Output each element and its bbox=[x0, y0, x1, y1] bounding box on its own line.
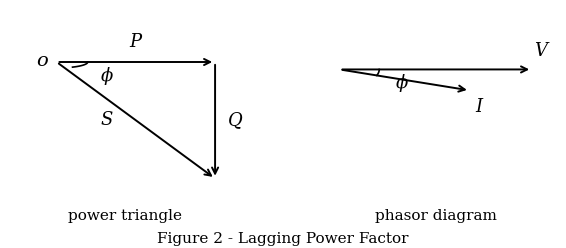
Text: Figure 2 - Lagging Power Factor: Figure 2 - Lagging Power Factor bbox=[157, 232, 409, 246]
Text: P: P bbox=[130, 33, 142, 51]
Text: o: o bbox=[36, 52, 48, 70]
Text: I: I bbox=[475, 98, 482, 116]
Text: power triangle: power triangle bbox=[67, 209, 182, 223]
Text: ϕ: ϕ bbox=[101, 67, 113, 85]
Text: Q: Q bbox=[228, 111, 242, 129]
Text: phasor diagram: phasor diagram bbox=[375, 209, 497, 223]
Text: S: S bbox=[101, 111, 113, 129]
Text: V: V bbox=[534, 41, 547, 60]
Text: ϕ: ϕ bbox=[395, 74, 408, 92]
